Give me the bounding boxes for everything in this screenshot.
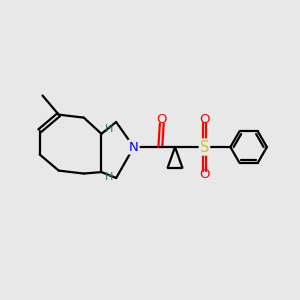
Text: H: H — [105, 124, 114, 134]
Text: O: O — [199, 113, 210, 126]
Text: O: O — [199, 168, 210, 181]
Text: S: S — [200, 140, 209, 154]
Text: O: O — [157, 112, 167, 126]
Text: H: H — [105, 172, 114, 182]
Text: N: N — [129, 141, 139, 154]
